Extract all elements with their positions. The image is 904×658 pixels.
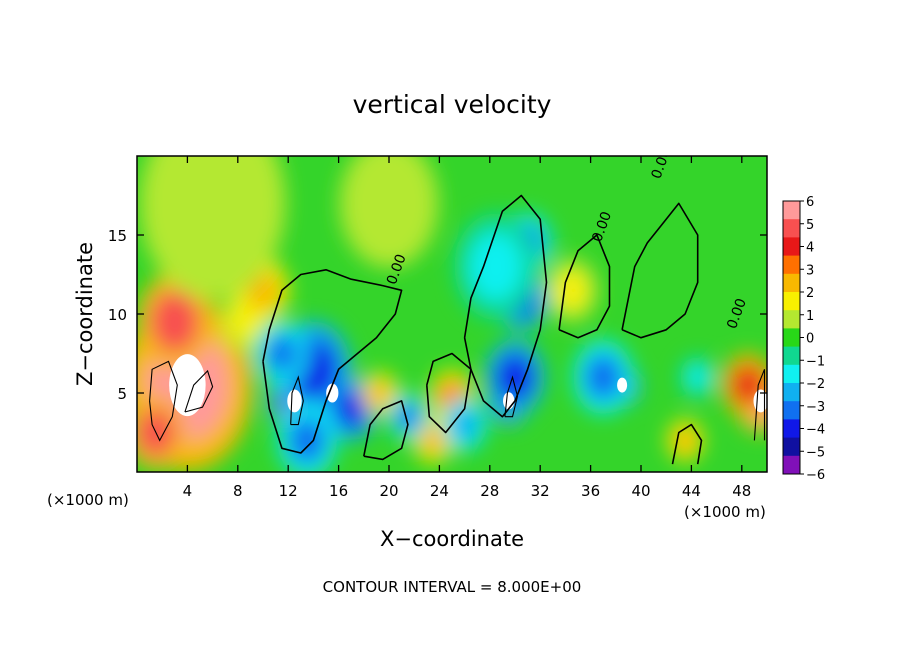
zero-contour (363, 400, 409, 461)
colorbar-label: 4 (806, 241, 814, 256)
y-axis-label: Z−coordinate (73, 242, 97, 386)
field-feature (165, 156, 260, 266)
field-feature (673, 427, 697, 454)
x-tick-label: 48 (732, 482, 751, 500)
field-feature (150, 291, 199, 353)
colorbar-swatch (783, 273, 800, 293)
field-feature (686, 363, 710, 391)
field-feature (469, 232, 523, 301)
colorbar-swatch (783, 401, 800, 420)
field-feature (368, 379, 392, 407)
colorbar-label: 5 (806, 218, 814, 233)
contour-line (184, 369, 214, 413)
colorbar-label: 3 (806, 263, 814, 278)
zero-contour (671, 423, 703, 465)
x-tick-label: 32 (531, 482, 550, 500)
colorbar-swatch (783, 346, 800, 366)
colorbar-label: −5 (806, 445, 825, 460)
colorbar-swatch (783, 328, 800, 348)
colorbar-swatch (783, 237, 800, 257)
colorbar-swatch (783, 437, 800, 457)
field-feature (288, 416, 327, 465)
colorbar-swatch (783, 201, 800, 220)
contour-line (149, 360, 178, 442)
colorbar-swatch (783, 419, 800, 439)
field-feature-saturated (287, 389, 302, 413)
field-feature (555, 269, 589, 311)
colorbar-swatch (783, 219, 800, 238)
colorbar-label: 0 (806, 332, 814, 347)
x-tick-label: 24 (430, 482, 449, 500)
y-tick-label: 5 (117, 385, 127, 403)
x-tick-label: 12 (279, 482, 298, 500)
colorbar-label: −6 (806, 468, 825, 483)
colorbar: 6 5 4 3 2 1 0 −1 −2 −3 −4 −5 −6 (782, 195, 825, 483)
zero-contour (426, 352, 472, 434)
x-tick-label: 28 (480, 482, 499, 500)
colorbar-label: 6 (806, 195, 814, 210)
contour-line (504, 375, 519, 418)
field-feature (334, 388, 368, 430)
x-tick-label: 4 (183, 482, 193, 500)
field-feature (395, 401, 421, 432)
x-tick-label: 40 (631, 482, 650, 500)
field-feature-saturated (617, 377, 628, 393)
y-ticks: 5 10 15 (108, 227, 767, 403)
contour-interval: CONTOUR INTERVAL = 8.000E+00 (323, 578, 582, 596)
colorbar-swatch (783, 292, 800, 311)
zero-contour (558, 234, 611, 339)
colorbar-label: −1 (806, 354, 825, 369)
x-tick-label: 44 (682, 482, 701, 500)
colorbar-swatch (783, 255, 800, 275)
colorbar-swatch (783, 383, 800, 402)
colorbar-swatch (783, 364, 800, 384)
field-feature-saturated (326, 383, 339, 403)
x-tick-label: 36 (581, 482, 600, 500)
colorbar-label: 1 (806, 309, 814, 324)
field-feature (420, 425, 446, 456)
contour-line (753, 369, 766, 441)
x-unit-left: (×1000 m) (47, 491, 129, 509)
colorbar-swatch (783, 455, 800, 475)
velocity-field: 0.000.000.000.00 (137, 156, 767, 472)
field-feature-saturated (503, 392, 515, 410)
x-unit-right: (×1000 m) (684, 503, 766, 521)
y-tick-label: 15 (108, 227, 127, 245)
field-feature (496, 353, 534, 401)
contour-line (290, 375, 304, 426)
x-tick-label: 16 (329, 482, 348, 500)
x-axis-label: X−coordinate (380, 527, 524, 551)
x-tick-label: 8 (233, 482, 243, 500)
x-ticks: 4 8 12 16 20 24 28 32 36 40 44 48 (183, 156, 751, 500)
field-feature (265, 333, 299, 374)
zero-contour (621, 202, 699, 339)
colorbar-label: 2 (806, 286, 814, 301)
x-tick-label: 20 (379, 482, 398, 500)
chart-title: vertical velocity (353, 90, 552, 119)
colorbar-label: −2 (806, 377, 825, 392)
colorbar-label: −3 (806, 400, 825, 415)
field-feature (357, 162, 421, 245)
colorbar-swatch (783, 310, 800, 329)
field-feature (584, 353, 623, 401)
zero-contour (262, 269, 403, 454)
colorbar-label: −4 (806, 423, 825, 438)
zero-contour (463, 194, 548, 418)
field-feature-saturated (169, 354, 206, 417)
field-feature (450, 407, 479, 442)
y-tick-label: 10 (108, 306, 127, 324)
